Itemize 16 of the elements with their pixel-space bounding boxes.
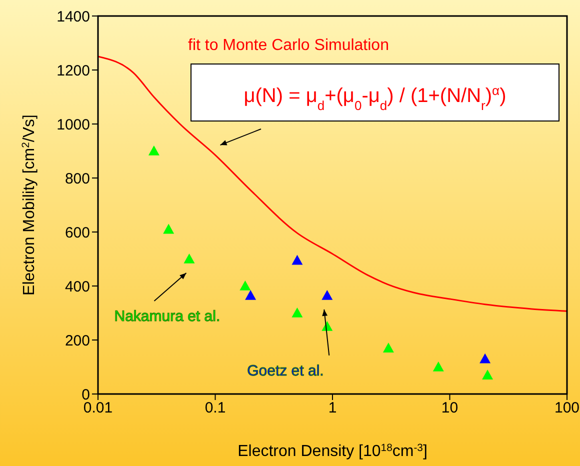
y-tick-label: 1200 <box>56 62 90 80</box>
y-tick-label: 200 <box>64 332 90 350</box>
x-tick-label: 100 <box>554 400 580 417</box>
x-axis-title: Electron Density [10$^{18}$cm$^{-3}$] <box>238 442 428 460</box>
annotation: fit to Monte Carlo Simulation <box>188 37 389 54</box>
x-tick-label: 0.1 <box>204 400 226 417</box>
y-tick-label: 600 <box>64 224 90 242</box>
y-tick-label: 800 <box>64 170 90 188</box>
text: Goetz et al. <box>247 362 324 380</box>
x-tick-label: 10 <box>441 400 458 417</box>
x-tick-label: 1 <box>328 400 337 417</box>
y-tick-label: 400 <box>64 278 90 296</box>
series-label: Nakamura et al. <box>114 308 220 325</box>
y-tick-label: 1000 <box>56 116 90 134</box>
y-tick-label: 1400 <box>56 8 90 26</box>
formula-box: μ(N) = μ$_{d}$+(μ$_{0}$-μ$_{d}$) / (1+(N/N$_{r}$)$^{α}$) <box>190 64 560 122</box>
